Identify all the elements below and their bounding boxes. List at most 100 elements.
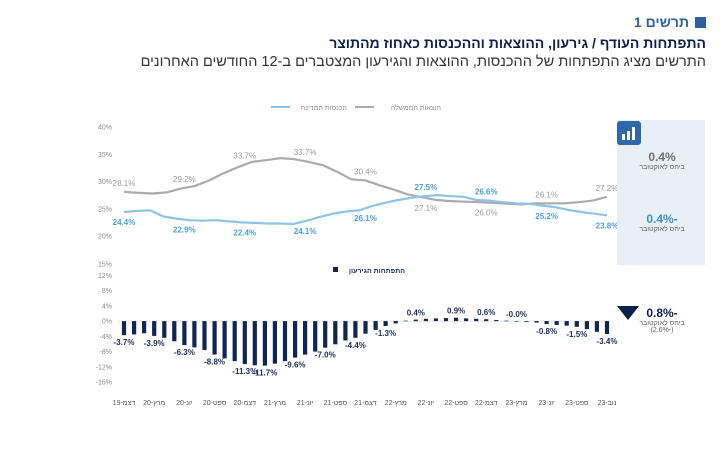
deficit-bar (293, 321, 298, 358)
deficit-bar (232, 321, 237, 362)
deficit-bar (202, 321, 207, 350)
chart-subtitle: התרשים מציג התפתחות של ההכנסות, ההוצאות … (140, 54, 706, 70)
deficit-bar (594, 321, 599, 332)
lower-y-tick: -12% (96, 364, 112, 371)
x-axis-label: יונ-22 (418, 400, 435, 407)
deficit-bar (383, 321, 388, 326)
spending-change-caption: ביחס לאוקטובר (639, 164, 685, 171)
spending-data-label: 27.1% (415, 204, 438, 213)
deficit-bar (282, 321, 288, 362)
spending-data-label: 33.7% (294, 148, 317, 157)
spending-data-label: 28.1% (113, 179, 136, 188)
deficit-data-label: 0.9% (447, 307, 465, 316)
deficit-bar (242, 321, 247, 365)
deficit-bar (413, 319, 418, 322)
deficit-data-label: -8.8% (204, 358, 225, 367)
lower-y-tick: 4% (102, 303, 112, 310)
spending-change-value: 0.4% (648, 150, 676, 164)
deficit-bar (333, 321, 338, 345)
deficit-change-sub: (-2.6%) (650, 327, 674, 334)
x-axis-label: דצמ-19 (113, 400, 136, 407)
revenue-data-label: 23.8% (596, 221, 619, 230)
x-axis-label: מרץ-23 (505, 400, 527, 407)
deficit-bar (474, 318, 479, 322)
deficit-bar (534, 321, 539, 323)
lower-y-tick: -16% (96, 380, 112, 387)
upper-y-tick: 40% (98, 125, 112, 132)
revenue-change-caption: ביחס לאוקטובר (639, 226, 685, 233)
legend-deficit-label: התפתחות הגירעון (349, 268, 405, 275)
x-axis-label: מרץ-20 (143, 400, 165, 407)
legend-deficit-swatch (333, 267, 338, 272)
lower-y-tick: 12% (98, 273, 112, 280)
spending-data-label: 29.2% (173, 175, 196, 184)
deficit-data-label: -0.8% (536, 327, 557, 336)
revenue-data-label: 25.2% (535, 212, 558, 221)
deficit-bar (564, 321, 569, 326)
x-axis-label: ספט-23 (565, 400, 589, 407)
upper-y-tick: 35% (98, 152, 112, 159)
deficit-bar (514, 321, 519, 322)
spending-data-label: 26.1% (535, 190, 558, 199)
lower-y-tick: 8% (102, 288, 112, 295)
revenue-change: -0.4% ביחס לאוקטובר (617, 212, 707, 233)
deficit-bar (504, 320, 509, 322)
deficit-data-label: -3.4% (597, 337, 618, 346)
deficit-data-label: 0.6% (477, 308, 495, 317)
deficit-bar (343, 321, 348, 341)
deficit-change-caption: ביחס לאוקטובר (639, 320, 685, 327)
deficit-bar (433, 318, 438, 322)
x-axis-label: דצמ-22 (475, 400, 498, 407)
spending-data-label: 33.7% (233, 152, 256, 161)
x-axis-label: ספט-21 (324, 400, 348, 407)
deficit-data-label: -9.6% (285, 361, 306, 370)
deficit-data-label: 0.4% (407, 309, 425, 318)
revenue-data-label: 24.1% (294, 227, 317, 236)
legend-spending-label: הוצאות הממשלה (391, 104, 441, 112)
upper-y-tick: 20% (98, 234, 112, 241)
spending-change: 0.4% ביחס לאוקטובר (617, 150, 707, 171)
lower-y-tick: 0% (102, 319, 112, 326)
spending-data-label: 26.0% (475, 208, 498, 217)
deficit-data-label: -6.3% (174, 348, 195, 357)
revenue-data-label: 24.4% (113, 218, 136, 227)
legend-revenue-label: הכנסות המדינה (301, 105, 347, 112)
x-axis-label: יונ-21 (297, 400, 314, 407)
deficit-bar (152, 321, 157, 336)
x-axis-label: מרץ-22 (385, 400, 407, 407)
deficit-bar (313, 321, 318, 352)
deficit-bar (212, 321, 217, 355)
deficit-bar (554, 321, 559, 325)
x-axis-label: יונ-23 (538, 400, 555, 407)
revenue-data-label: 22.9% (173, 226, 196, 235)
deficit-bar (524, 321, 529, 322)
deficit-bar (454, 317, 459, 322)
x-axis-label: ספט-22 (444, 400, 468, 407)
spending-data-label: 27.2% (596, 184, 619, 193)
deficit-bar (443, 318, 449, 322)
deficit-bar (363, 321, 368, 334)
deficit-bar (262, 321, 267, 366)
chart-title: התפתחות העודף / גירעון, ההוצאות וההכנסות… (329, 35, 706, 51)
deficit-change: -0.8% ביחס לאוקטובר (-2.6%) (617, 306, 707, 334)
revenue-data-label: 26.1% (354, 214, 377, 223)
revenue-data-label: 27.5% (415, 183, 438, 192)
lower-y-tick: 15% (98, 262, 112, 269)
x-axis-label: מרץ-21 (264, 400, 286, 407)
x-axis-label: ספט-20 (203, 400, 227, 407)
deficit-bar (172, 321, 177, 342)
deficit-bar (393, 321, 398, 324)
bar-chart-icon (617, 121, 641, 145)
deficit-bar (121, 321, 127, 336)
deficit-bar (323, 321, 328, 348)
deficit-bar (192, 321, 197, 348)
revenue-change-value: -0.4% (646, 212, 678, 226)
x-axis-label: דצמ-20 (233, 400, 256, 407)
deficit-bar (464, 318, 469, 322)
deficit-change-value: -0.8% (646, 306, 678, 320)
deficit-data-label: -7.0% (315, 351, 336, 360)
deficit-bar (604, 321, 610, 334)
deficit-bar (272, 321, 277, 364)
deficit-data-label: -0.0% (506, 310, 527, 319)
